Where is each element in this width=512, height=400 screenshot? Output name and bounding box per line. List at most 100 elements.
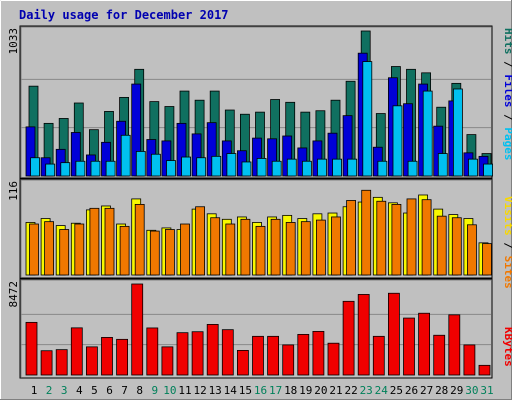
bar-pages-28 bbox=[437, 153, 448, 177]
bar-sites-24 bbox=[376, 200, 387, 276]
x-tick-label-23: 23 bbox=[360, 384, 373, 397]
bar-sites-26 bbox=[406, 198, 417, 276]
x-tick-label-9: 9 bbox=[151, 384, 158, 397]
x-tick-label-27: 27 bbox=[420, 384, 433, 397]
bar-sites-10 bbox=[164, 229, 175, 276]
bar-sites-14 bbox=[225, 223, 236, 276]
x-tick-label-7: 7 bbox=[121, 384, 128, 397]
bar-kbytes-27 bbox=[418, 312, 431, 376]
bar-sites-9 bbox=[149, 230, 160, 276]
bar-pages-16 bbox=[256, 158, 267, 177]
x-tick-label-6: 6 bbox=[106, 384, 113, 397]
bar-sites-2 bbox=[44, 221, 54, 276]
x-tick-label-5: 5 bbox=[91, 384, 98, 397]
bar-pages-2 bbox=[45, 163, 56, 177]
bar-kbytes-31 bbox=[478, 364, 491, 376]
bar-sites-11 bbox=[180, 223, 190, 276]
x-tick-label-14: 14 bbox=[224, 384, 238, 397]
chart-title: Daily usage for December 2017 bbox=[19, 8, 229, 22]
bar-pages-6 bbox=[105, 160, 116, 177]
bar-kbytes-24 bbox=[372, 335, 385, 376]
bar-pages-10 bbox=[166, 160, 176, 177]
bar-pages-21 bbox=[332, 158, 343, 177]
bar-sites-3 bbox=[59, 229, 70, 276]
x-tick-label-30: 30 bbox=[465, 384, 478, 397]
bar-sites-5 bbox=[89, 207, 100, 276]
bar-pages-14 bbox=[226, 153, 237, 177]
bar-kbytes-3 bbox=[55, 349, 68, 376]
panel-visits-sites bbox=[19, 178, 493, 279]
ylabel-sites: Sites bbox=[502, 256, 512, 289]
bar-sites-6 bbox=[104, 207, 115, 276]
bar-kbytes-22 bbox=[342, 300, 355, 376]
x-tick-label-13: 13 bbox=[209, 384, 222, 397]
bar-kbytes-25 bbox=[387, 292, 400, 376]
panel-hits-files-pages bbox=[19, 25, 494, 179]
x-tick-label-17: 17 bbox=[269, 384, 282, 397]
x-tick-label-29: 29 bbox=[450, 384, 463, 397]
bar-kbytes-9 bbox=[146, 327, 159, 376]
bar-kbytes-4 bbox=[70, 327, 83, 376]
x-tick-label-8: 8 bbox=[136, 384, 143, 397]
bar-pages-17 bbox=[271, 160, 282, 177]
y-max-label-kbytes: 8472 bbox=[7, 281, 20, 308]
x-tick-label-20: 20 bbox=[314, 384, 327, 397]
bar-pages-19 bbox=[301, 160, 312, 177]
x-tick-label-19: 19 bbox=[299, 384, 312, 397]
bar-kbytes-12 bbox=[191, 331, 204, 376]
x-axis-labels: 1 2 3 4 5 6 7 8 9 10 11 12 13 14 15 16 17 18 19 20 21 22 23 24 2… bbox=[31, 384, 494, 397]
bar-pages-11 bbox=[181, 156, 192, 177]
bar-kbytes-7 bbox=[116, 338, 128, 376]
ylabel-sites-visits: Visits / Sites bbox=[502, 196, 512, 289]
bar-pages-30 bbox=[468, 158, 478, 177]
bar-pages-18 bbox=[286, 158, 297, 177]
x-tick-label-28: 28 bbox=[435, 384, 448, 397]
bar-pages-26 bbox=[407, 160, 418, 177]
x-tick-label-10: 10 bbox=[163, 384, 176, 397]
bar-pages-31 bbox=[483, 163, 494, 177]
x-tick-label-24: 24 bbox=[375, 384, 389, 397]
bar-pages-3 bbox=[60, 162, 71, 177]
bar-sites-19 bbox=[300, 221, 311, 276]
bar-kbytes-30 bbox=[463, 344, 476, 376]
bar-pages-7 bbox=[120, 134, 131, 177]
bar-sites-25 bbox=[391, 203, 402, 276]
bar-sites-13 bbox=[210, 217, 221, 276]
bar-sites-29 bbox=[451, 217, 462, 276]
bar-pages-13 bbox=[211, 155, 222, 177]
x-tick-label-31: 31 bbox=[480, 384, 493, 397]
bar-kbytes-16 bbox=[252, 335, 264, 376]
ylabel-pages: Pages bbox=[502, 127, 512, 160]
bar-kbytes-8 bbox=[131, 283, 144, 376]
bar-kbytes-28 bbox=[433, 334, 446, 376]
ylabel-hits: Hits bbox=[502, 28, 512, 55]
bar-sites-18 bbox=[285, 222, 296, 276]
bar-sites-8 bbox=[134, 203, 145, 276]
bar-sites-16 bbox=[255, 225, 266, 276]
x-tick-label-1: 1 bbox=[31, 384, 38, 397]
bar-kbytes-29 bbox=[448, 314, 461, 376]
x-tick-label-22: 22 bbox=[344, 384, 357, 397]
bar-pages-20 bbox=[317, 158, 327, 177]
bar-sites-20 bbox=[315, 219, 326, 276]
ylabel-visits: Visits bbox=[502, 196, 512, 236]
bar-sites-31 bbox=[482, 243, 492, 276]
bar-pages-25 bbox=[392, 105, 403, 177]
bar-pages-22 bbox=[347, 158, 358, 177]
ylabel-files: Files bbox=[502, 74, 512, 107]
bar-kbytes-19 bbox=[297, 333, 310, 376]
bar-sites-23 bbox=[361, 189, 372, 276]
x-tick-label-16: 16 bbox=[254, 384, 267, 397]
x-tick-label-26: 26 bbox=[405, 384, 418, 397]
y-max-label-visits: 116 bbox=[7, 181, 20, 201]
bar-pages-9 bbox=[150, 153, 161, 177]
x-tick-label-3: 3 bbox=[61, 384, 68, 397]
bar-kbytes-10 bbox=[161, 346, 174, 376]
bar-kbytes-17 bbox=[267, 335, 280, 376]
bar-pages-8 bbox=[135, 151, 146, 177]
bar-pages-23 bbox=[362, 61, 373, 177]
bar-pages-24 bbox=[377, 160, 388, 177]
bar-kbytes-2 bbox=[40, 350, 53, 376]
bar-pages-15 bbox=[241, 161, 252, 177]
